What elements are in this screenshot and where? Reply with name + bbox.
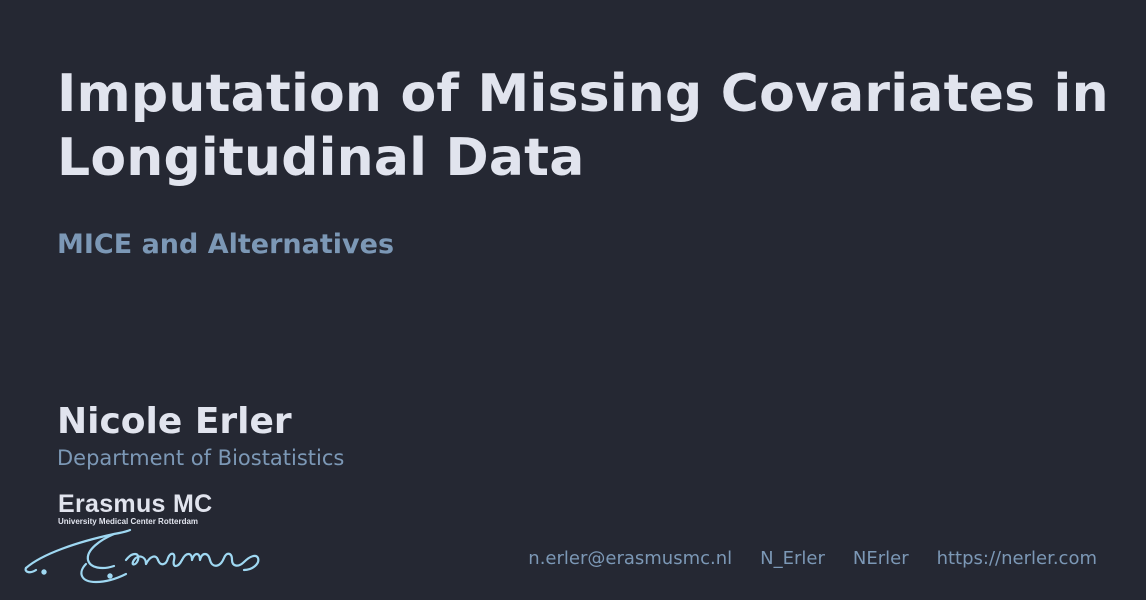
logo-tagline: University Medical Center Rotterdam <box>58 517 199 526</box>
erasmus-signature-icon <box>24 528 260 584</box>
twitter-link[interactable]: N_Erler <box>760 548 825 569</box>
website-link[interactable]: https://nerler.com <box>936 548 1097 569</box>
author-name: Nicole Erler <box>57 401 292 442</box>
author-department: Department of Biostatistics <box>57 446 345 470</box>
github-link[interactable]: NErler <box>852 548 909 569</box>
erasmus-mc-logo: Erasmus MC University Medical Center Rot… <box>22 490 262 590</box>
logo-name: Erasmus MC <box>58 490 213 518</box>
slide-title: Imputation of Missing Covariates in Long… <box>57 64 1109 188</box>
slide-subtitle: MICE and Alternatives <box>57 229 395 260</box>
email-link[interactable]: n.erler@erasmusmc.nl <box>528 548 733 569</box>
contact-links: n.erler@erasmusmc.nl N_Erler NErler http… <box>528 546 1097 572</box>
